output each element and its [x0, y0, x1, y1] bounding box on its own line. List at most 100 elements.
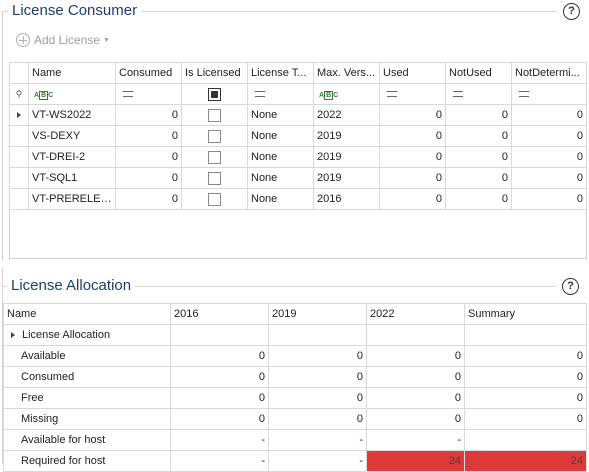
- consumer-help-icon[interactable]: ?: [563, 3, 580, 20]
- cell-2022[interactable]: -: [366, 429, 465, 451]
- col-notdetermined[interactable]: NotDetermi...: [511, 62, 587, 84]
- cell-consumed[interactable]: 0: [115, 188, 182, 210]
- cell-name[interactable]: VT-SQL1: [28, 167, 116, 189]
- cell-notused[interactable]: 0: [445, 188, 512, 210]
- table-row[interactable]: Available for host - - -: [3, 429, 587, 451]
- cell-name[interactable]: VT-WS2022: [28, 104, 116, 126]
- col-max-version[interactable]: Max. Vers...: [313, 62, 380, 84]
- checkbox[interactable]: [208, 150, 221, 164]
- cell-summary[interactable]: 0: [464, 408, 587, 430]
- cell-notdetermined[interactable]: 0: [511, 167, 587, 189]
- cell-consumed[interactable]: 0: [115, 104, 182, 126]
- filter-notdetermined[interactable]: [511, 83, 587, 105]
- cell-name[interactable]: Missing: [3, 408, 171, 430]
- col-summary[interactable]: Summary: [464, 303, 587, 325]
- cell-2016[interactable]: 0: [170, 408, 269, 430]
- cell-used[interactable]: 0: [379, 188, 446, 210]
- cell-name[interactable]: Required for host: [3, 450, 171, 472]
- table-row[interactable]: VT-PRERELEASE 0 None 2016 0 0 0: [9, 188, 587, 210]
- cell-2019[interactable]: -: [268, 450, 367, 472]
- cell-summary[interactable]: 0: [464, 345, 587, 367]
- cell-is-licensed[interactable]: [181, 188, 248, 210]
- col-is-licensed[interactable]: Is Licensed: [181, 62, 248, 84]
- cell-license-type[interactable]: None: [247, 188, 314, 210]
- cell-used[interactable]: 0: [379, 146, 446, 168]
- cell-name[interactable]: VT-DREI-2: [28, 146, 116, 168]
- expand-icon[interactable]: [11, 332, 15, 338]
- allocation-help-icon[interactable]: ?: [562, 278, 579, 295]
- cell-2022[interactable]: 0: [366, 366, 465, 388]
- cell-used[interactable]: 0: [379, 125, 446, 147]
- cell-2022[interactable]: 0: [366, 387, 465, 409]
- cell-notused[interactable]: 0: [445, 167, 512, 189]
- cell-license-type[interactable]: None: [247, 125, 314, 147]
- checkbox[interactable]: [208, 108, 221, 122]
- col-name[interactable]: Name: [28, 62, 116, 84]
- cell-2019[interactable]: 0: [268, 387, 367, 409]
- filter-used[interactable]: [379, 83, 446, 105]
- table-row[interactable]: VT-SQL1 0 None 2019 0 0 0: [9, 167, 587, 189]
- cell-summary[interactable]: [464, 429, 587, 451]
- cell-2019[interactable]: 0: [268, 345, 367, 367]
- cell-2019[interactable]: -: [268, 429, 367, 451]
- cell-name[interactable]: Available: [3, 345, 171, 367]
- cell-2022-highlight[interactable]: 24: [366, 450, 465, 472]
- filter-license-type[interactable]: [247, 83, 314, 105]
- cell-is-licensed[interactable]: [181, 104, 248, 126]
- cell-max-version[interactable]: 2016: [313, 188, 380, 210]
- cell-2022[interactable]: 0: [366, 345, 465, 367]
- cell-max-version[interactable]: 2022: [313, 104, 380, 126]
- cell-2016[interactable]: -: [170, 429, 269, 451]
- cell-notused[interactable]: 0: [445, 104, 512, 126]
- col-2019[interactable]: 2019: [268, 303, 367, 325]
- table-row[interactable]: VT-DREI-2 0 None 2019 0 0 0: [9, 146, 587, 168]
- col-2022[interactable]: 2022: [366, 303, 465, 325]
- col-name[interactable]: Name: [3, 303, 171, 325]
- table-row[interactable]: Free 0 0 0 0: [3, 387, 587, 409]
- cell-notdetermined[interactable]: 0: [511, 104, 587, 126]
- cell-max-version[interactable]: 2019: [313, 167, 380, 189]
- cell-consumed[interactable]: 0: [115, 167, 182, 189]
- col-used[interactable]: Used: [379, 62, 446, 84]
- group-row[interactable]: License Allocation: [3, 324, 587, 346]
- cell-notdetermined[interactable]: 0: [511, 125, 587, 147]
- cell-name[interactable]: Available for host: [3, 429, 171, 451]
- table-row[interactable]: Required for host - - 24 24: [3, 450, 587, 472]
- cell-is-licensed[interactable]: [181, 146, 248, 168]
- cell-2016[interactable]: 0: [170, 345, 269, 367]
- cell-max-version[interactable]: 2019: [313, 125, 380, 147]
- table-row[interactable]: Missing 0 0 0 0: [3, 408, 587, 430]
- cell-notused[interactable]: 0: [445, 146, 512, 168]
- cell-consumed[interactable]: 0: [115, 146, 182, 168]
- cell-summary-highlight[interactable]: 24: [464, 450, 587, 472]
- table-row[interactable]: Consumed 0 0 0 0: [3, 366, 587, 388]
- table-row[interactable]: VT-WS2022 0 None 2022 0 0 0: [9, 104, 587, 126]
- cell-name[interactable]: Consumed: [3, 366, 171, 388]
- cell-license-type[interactable]: None: [247, 104, 314, 126]
- cell-used[interactable]: 0: [379, 104, 446, 126]
- cell-notdetermined[interactable]: 0: [511, 146, 587, 168]
- cell-name[interactable]: VS-DEXY: [28, 125, 116, 147]
- cell-2019[interactable]: 0: [268, 366, 367, 388]
- col-consumed[interactable]: Consumed: [115, 62, 182, 84]
- cell-max-version[interactable]: 2019: [313, 146, 380, 168]
- cell-2016[interactable]: 0: [170, 366, 269, 388]
- cell-notused[interactable]: 0: [445, 125, 512, 147]
- cell-summary[interactable]: 0: [464, 366, 587, 388]
- cell-is-licensed[interactable]: [181, 167, 248, 189]
- cell-consumed[interactable]: 0: [115, 125, 182, 147]
- cell-2016[interactable]: 0: [170, 387, 269, 409]
- cell-license-type[interactable]: None: [247, 146, 314, 168]
- add-license-button[interactable]: Add License ▼: [16, 33, 110, 47]
- cell-notdetermined[interactable]: 0: [511, 188, 587, 210]
- checkbox[interactable]: [208, 129, 221, 143]
- cell-license-type[interactable]: None: [247, 167, 314, 189]
- cell-2016[interactable]: -: [170, 450, 269, 472]
- cell-2022[interactable]: 0: [366, 408, 465, 430]
- cell-name[interactable]: VT-PRERELEASE: [28, 188, 116, 210]
- checkbox[interactable]: [208, 192, 221, 206]
- cell-used[interactable]: 0: [379, 167, 446, 189]
- cell-2019[interactable]: 0: [268, 408, 367, 430]
